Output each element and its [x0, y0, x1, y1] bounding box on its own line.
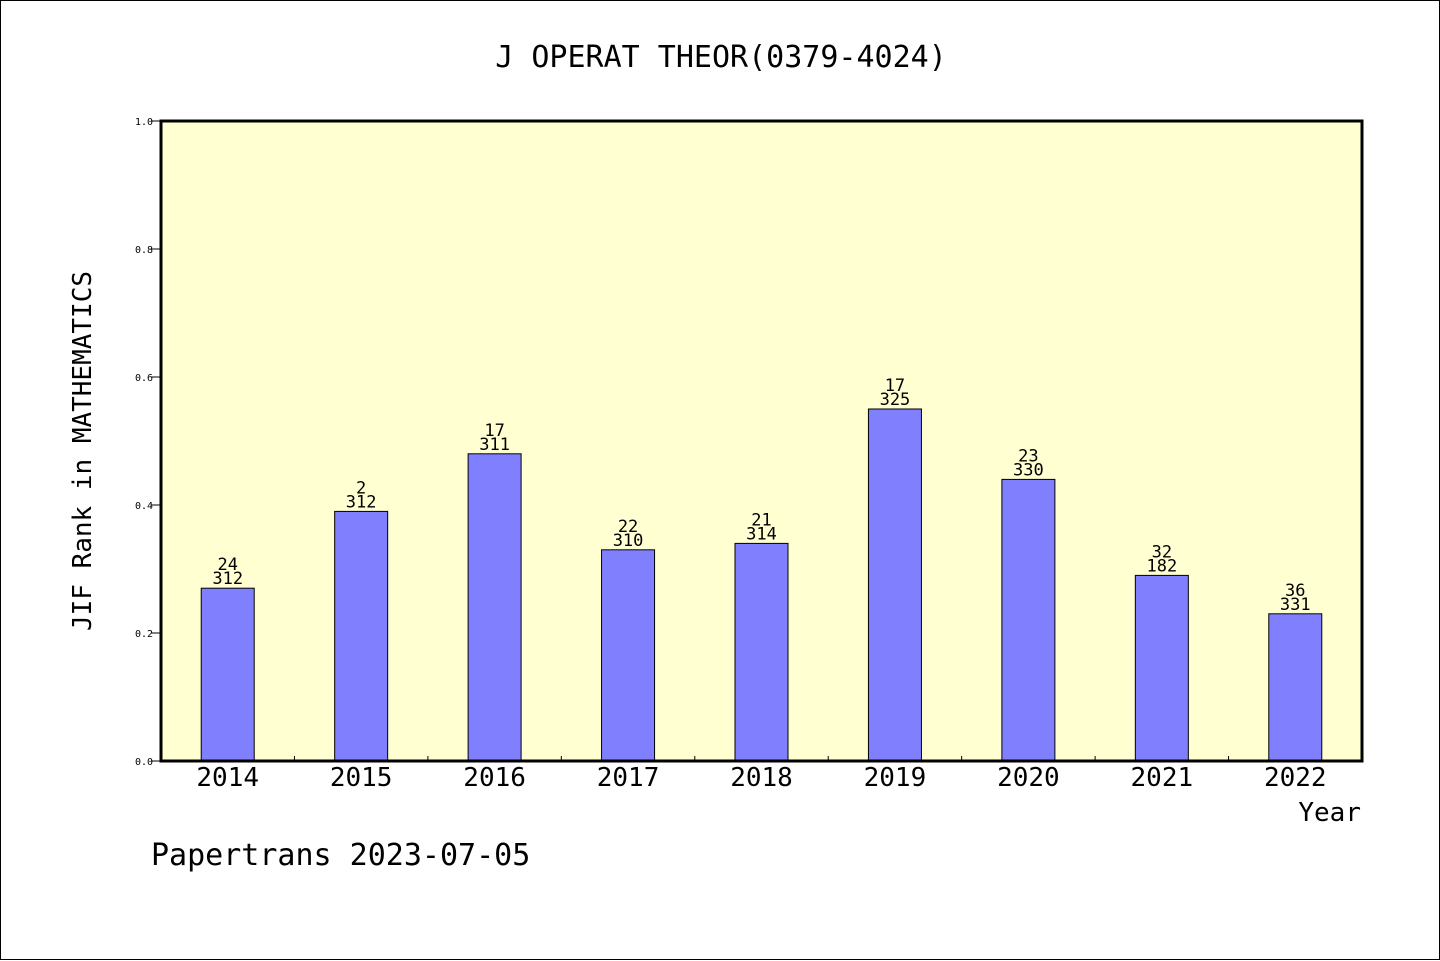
bar-rank-label: 17 — [885, 376, 905, 396]
bar-total-label: 182 — [1146, 556, 1177, 576]
y-tick-label: 0.4 — [135, 501, 153, 512]
bar — [601, 549, 656, 762]
bar-rank-label: 23 — [1018, 446, 1038, 466]
bar-rank-label: 32 — [1152, 542, 1172, 562]
bar — [334, 510, 389, 762]
y-axis: 0.0 0.2 0.4 0.6 0.8 1.0 — [135, 117, 161, 768]
bar-total-label: 310 — [613, 531, 644, 551]
bar — [1134, 574, 1189, 762]
x-tick-label: 2021 — [1131, 763, 1194, 793]
x-tick-label: 2020 — [997, 763, 1060, 793]
bar-total-label: 325 — [880, 390, 911, 410]
data-labels: 2431223121731122310213141732523330321823… — [212, 376, 1310, 615]
bar-rank-label: 24 — [217, 555, 237, 575]
bar — [867, 408, 922, 762]
bar — [200, 587, 255, 762]
bar-total-label: 314 — [746, 524, 777, 544]
x-tick-label: 2018 — [730, 763, 793, 793]
bar-total-label: 312 — [346, 492, 377, 512]
y-tick-label: 0.0 — [135, 757, 153, 768]
bars — [200, 408, 1323, 762]
x-tick-label: 2016 — [463, 763, 526, 793]
footer-source: Papertrans 2023-07-05 — [151, 838, 530, 873]
bar-total-label: 330 — [1013, 460, 1044, 480]
bar-rank-label: 17 — [484, 421, 504, 441]
y-tick-label: 0.6 — [135, 373, 153, 384]
x-tick-label: 2014 — [196, 763, 259, 793]
x-tick-label: 2017 — [597, 763, 660, 793]
bar-total-label: 311 — [479, 435, 510, 455]
bar-total-label: 312 — [212, 569, 243, 589]
bar — [734, 542, 789, 762]
bar — [1001, 478, 1056, 762]
plot-border — [159, 119, 1364, 763]
x-tick-label: 2019 — [864, 763, 927, 793]
y-tick-label: 0.2 — [135, 629, 153, 640]
bar-rank-label: 21 — [751, 510, 771, 530]
y-tick-label: 0.8 — [135, 245, 153, 256]
chart-title: J OPERAT THEOR(0379-4024) — [495, 40, 947, 75]
bar-rank-label: 36 — [1285, 581, 1305, 601]
bar-total-label: 331 — [1280, 595, 1311, 615]
bar-rank-label: 2 — [356, 478, 366, 498]
x-tick-label: 2022 — [1264, 763, 1327, 793]
bar — [467, 453, 522, 762]
x-axis-label: Year — [1298, 798, 1361, 828]
x-tick-label: 2015 — [330, 763, 393, 793]
bar-rank-label: 22 — [618, 517, 638, 537]
x-axis: 2014 2015 2016 2017 2018 2019 2020 2021 2022 — [196, 756, 1327, 793]
y-axis-label: JIF Rank in MATHEMATICS — [68, 271, 98, 631]
y-tick-label: 1.0 — [135, 117, 153, 128]
bar — [1268, 613, 1323, 762]
